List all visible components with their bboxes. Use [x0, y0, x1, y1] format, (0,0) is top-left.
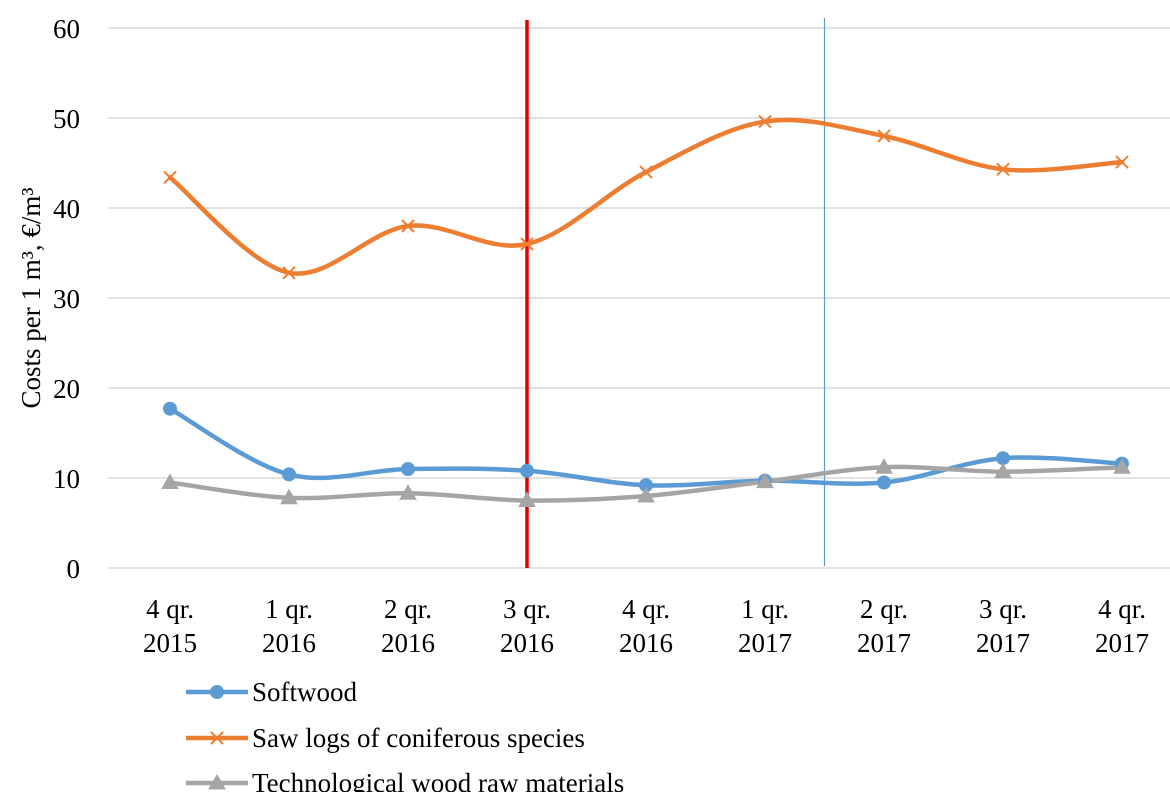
data-point-saw-logs-of-coniferous-species: [877, 129, 891, 143]
data-point-technological-wood-raw-materials: [756, 472, 774, 489]
y-tick-label: 30: [53, 284, 80, 314]
x-tick-label: 4 qr. 2016: [619, 594, 673, 658]
legend-marker: [208, 773, 226, 790]
data-point-technological-wood-raw-materials: [399, 484, 417, 500]
series-line-saw-logs-of-coniferous-species: [167, 117, 1125, 276]
legend-label: Technological wood raw materials: [252, 768, 624, 792]
data-point-saw-logs-of-coniferous-species: [401, 219, 415, 233]
x-axis-ticks: 4 qr. 2015 1 qr. 2016 2 qr. 2016 3 qr. 2016 4 qr…: [143, 594, 1149, 658]
data-point-saw-logs-of-coniferous-species: [163, 170, 177, 185]
data-point-saw-logs-of-coniferous-species: [758, 114, 772, 129]
x-tick-label: 4 qr. 2017: [1095, 594, 1149, 658]
x-tick-label: 3 qr. 2017: [976, 594, 1030, 658]
series-markers: [161, 114, 1131, 507]
legend-entry-saw-logs-of-coniferous-species: Saw logs of coniferous species: [186, 723, 585, 753]
x-tick-label: 3 qr. 2016: [500, 594, 554, 658]
y-axis-ticks: 0 10 20 30 40 50 60: [53, 14, 80, 584]
y-tick-label: 10: [53, 464, 80, 494]
data-point-softwood: [163, 401, 177, 416]
legend-marker: [210, 731, 224, 745]
y-tick-label: 50: [53, 104, 80, 134]
data-point-softwood: [401, 462, 415, 476]
data-point-saw-logs-of-coniferous-species: [996, 162, 1010, 177]
legend: Softwood Saw logs of coniferous species Te…: [186, 677, 624, 792]
y-axis-title: Costs per 1 m³, €/m³: [16, 188, 46, 409]
x-tick-label: 4 qr. 2015: [143, 594, 197, 658]
data-point-softwood: [877, 475, 891, 490]
series-lines: [167, 117, 1125, 503]
x-tick-label: 1 qr. 2016: [262, 594, 316, 658]
data-point-technological-wood-raw-materials: [161, 473, 179, 489]
data-point-technological-wood-raw-materials: [280, 488, 298, 505]
data-point-saw-logs-of-coniferous-species: [282, 266, 296, 280]
data-point-saw-logs-of-coniferous-species: [1115, 155, 1129, 169]
x-tick-label: 2 qr. 2017: [857, 594, 911, 658]
legend-entry-softwood: Softwood: [186, 677, 358, 707]
legend-entry-technological-wood-raw-materials: Technological wood raw materials: [186, 768, 624, 792]
x-tick-label: 1 qr. 2017: [738, 594, 792, 658]
legend-marker: [210, 685, 224, 699]
y-tick-label: 40: [53, 194, 80, 224]
legend-label: Saw logs of coniferous species: [252, 723, 585, 753]
legend-label: Softwood: [252, 677, 358, 707]
data-point-technological-wood-raw-materials: [637, 486, 655, 503]
data-point-technological-wood-raw-materials: [875, 458, 893, 474]
series-line-softwood: [167, 406, 1125, 488]
x-tick-label: 2 qr. 2016: [381, 594, 435, 658]
y-tick-label: 20: [53, 374, 80, 404]
y-tick-label: 0: [67, 554, 81, 584]
data-point-technological-wood-raw-materials: [994, 462, 1012, 479]
data-point-saw-logs-of-coniferous-species: [520, 237, 534, 251]
y-tick-label: 60: [53, 14, 80, 44]
data-point-softwood: [282, 467, 296, 482]
data-point-saw-logs-of-coniferous-species: [639, 165, 653, 179]
data-point-technological-wood-raw-materials: [1113, 458, 1131, 474]
data-point-technological-wood-raw-materials: [518, 491, 536, 507]
data-point-softwood: [520, 463, 534, 478]
